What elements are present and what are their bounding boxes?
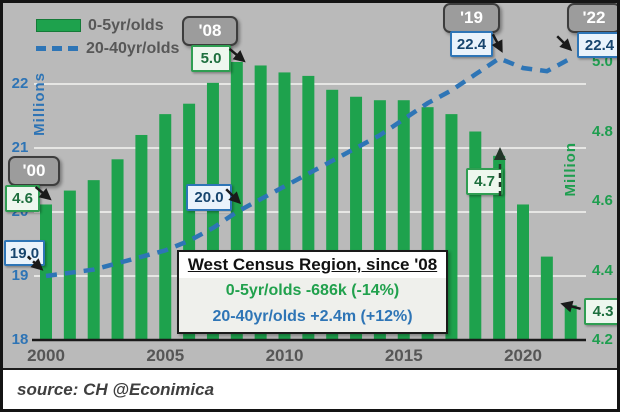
x-axis-tick-2005: 2005 bbox=[146, 346, 185, 365]
legend-item-bars: 0-5yr/olds bbox=[36, 14, 179, 37]
left-axis-title: Millions bbox=[31, 72, 48, 136]
bar-value-callout-2019: 4.7 bbox=[466, 168, 503, 195]
annotation-bar-stat: 0-5yr/olds -686k (-14%) bbox=[225, 282, 400, 299]
right-axis-tick-4.2: 4.2 bbox=[592, 331, 613, 348]
line-value-callout-2022: 22.4 bbox=[577, 32, 620, 58]
right-axis-title: Million bbox=[562, 142, 579, 197]
bar-2020 bbox=[517, 204, 529, 340]
right-axis-tick-4.4: 4.4 bbox=[592, 261, 613, 279]
bar-2004 bbox=[135, 134, 148, 340]
bar-2002 bbox=[87, 180, 100, 340]
bar-2017 bbox=[445, 114, 458, 340]
up-arrow-icon bbox=[494, 147, 506, 196]
annotation-title: West Census Region, since '08 bbox=[179, 252, 446, 278]
arrow-icon bbox=[225, 188, 242, 205]
annotation-box: West Census Region, since '08 0-5yr/olds… bbox=[177, 250, 448, 334]
bar-value-callout-2000: 4.6 bbox=[5, 185, 40, 212]
bar-2019 bbox=[493, 155, 506, 340]
x-axis-tick-2000: 2000 bbox=[27, 346, 65, 365]
left-axis-tick-19: 19 bbox=[11, 267, 29, 284]
bar-2018 bbox=[469, 131, 482, 340]
line-value-callout-2019: 22.4 bbox=[450, 31, 493, 57]
annotation-line-stat: 20-40yr/olds +2.4m (+12%) bbox=[212, 308, 413, 325]
arrow-icon bbox=[560, 300, 581, 313]
legend-label: 20-40yr/olds bbox=[86, 39, 180, 57]
bar-value-callout-2022: 4.3 bbox=[584, 298, 620, 325]
bar-2005 bbox=[159, 114, 172, 340]
left-axis-tick-18: 18 bbox=[11, 331, 29, 348]
bar-value-callout-2008: 5.0 bbox=[191, 45, 231, 72]
right-axis-tick-4.8: 4.8 bbox=[592, 122, 613, 140]
legend-label: 0-5yr/olds bbox=[88, 16, 164, 34]
x-axis-tick-2015: 2015 bbox=[384, 346, 423, 365]
right-axis-tick-4.6: 4.6 bbox=[592, 192, 613, 209]
arrow-icon bbox=[26, 255, 44, 271]
year-tag-2019: '19 bbox=[443, 3, 500, 33]
arrow-icon bbox=[228, 47, 246, 63]
arrow-icon bbox=[556, 35, 573, 52]
bar-series-swatch-icon bbox=[36, 19, 81, 32]
arrow-icon bbox=[34, 185, 52, 201]
bar-2003 bbox=[111, 159, 124, 340]
year-tag-2000: '00 bbox=[8, 156, 60, 186]
bar-2001 bbox=[63, 190, 76, 340]
year-tag-2008: '08 bbox=[182, 16, 238, 46]
source-credit: source: CH @Econimica bbox=[17, 380, 215, 399]
bar-2022 bbox=[564, 305, 577, 340]
arrow-icon bbox=[491, 33, 503, 53]
left-axis-tick-22: 22 bbox=[11, 75, 29, 92]
legend: 0-5yr/olds 20-40yr/olds bbox=[36, 14, 179, 60]
legend-item-line: 20-40yr/olds bbox=[36, 37, 179, 60]
x-axis-tick-2010: 2010 bbox=[265, 346, 304, 365]
x-axis-tick-2020: 2020 bbox=[504, 346, 542, 365]
line-series-swatch-icon bbox=[36, 46, 79, 51]
bar-2000 bbox=[40, 204, 52, 340]
left-axis-tick-21: 21 bbox=[11, 139, 29, 156]
bar-2021 bbox=[540, 256, 553, 340]
year-tag-2022: '22 bbox=[567, 3, 620, 33]
